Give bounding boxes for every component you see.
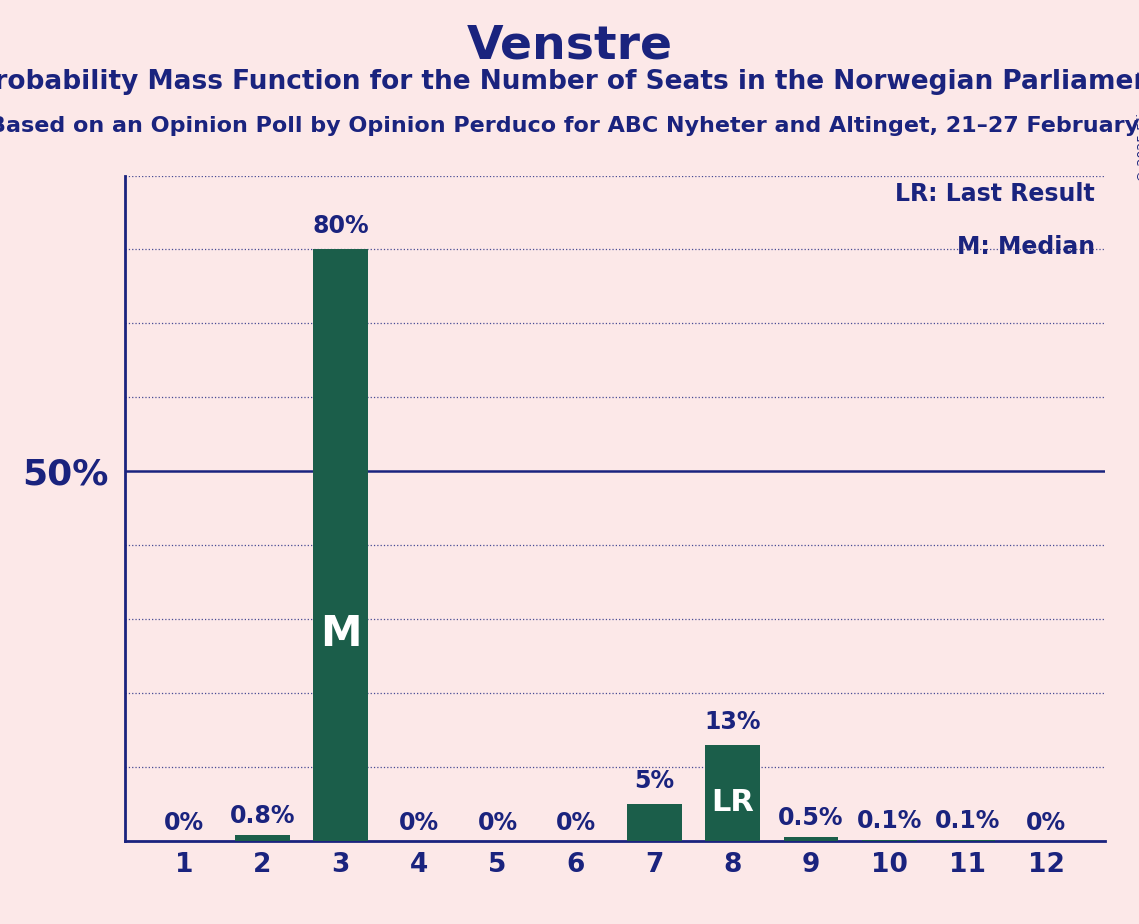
Text: 0%: 0%	[164, 811, 204, 835]
Text: Based on an Opinion Poll by Opinion Perduco for ABC Nyheter and Altinget, 21–27 : Based on an Opinion Poll by Opinion Perd…	[0, 116, 1139, 136]
Text: 5%: 5%	[634, 769, 674, 793]
Text: 13%: 13%	[704, 710, 761, 734]
Text: Venstre: Venstre	[467, 23, 672, 68]
Text: © 2025 Filip van Laenen: © 2025 Filip van Laenen	[1137, 28, 1139, 182]
Text: 0%: 0%	[399, 811, 440, 835]
Text: LR: LR	[711, 788, 754, 817]
Text: 0.8%: 0.8%	[230, 804, 295, 828]
Text: M: M	[320, 613, 361, 655]
Bar	[784, 837, 838, 841]
Text: Probability Mass Function for the Number of Seats in the Norwegian Parliament: Probability Mass Function for the Number…	[0, 69, 1139, 95]
Bar	[626, 804, 681, 841]
Text: LR: Last Result: LR: Last Result	[895, 182, 1095, 206]
Bar	[313, 249, 368, 841]
Text: 0.1%: 0.1%	[935, 808, 1000, 833]
Text: 0%: 0%	[556, 811, 596, 835]
Bar	[235, 835, 289, 841]
Text: 0%: 0%	[477, 811, 517, 835]
Text: 0%: 0%	[1026, 811, 1066, 835]
Bar	[705, 745, 760, 841]
Text: 0.5%: 0.5%	[778, 806, 844, 830]
Text: 0.1%: 0.1%	[857, 808, 921, 833]
Text: M: Median: M: Median	[957, 236, 1095, 260]
Text: 80%: 80%	[312, 214, 369, 238]
